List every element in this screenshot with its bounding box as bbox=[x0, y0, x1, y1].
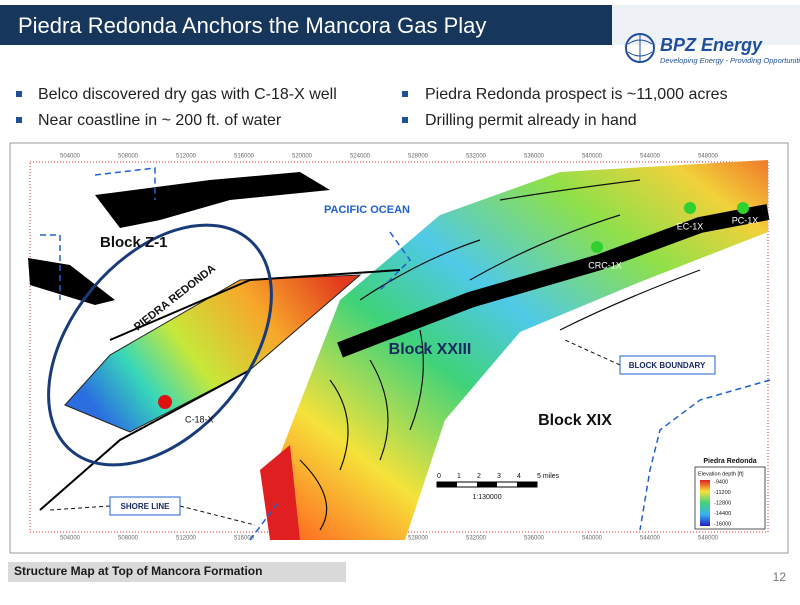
legend-title: Piedra Redonda bbox=[703, 458, 756, 465]
bullets: Belco discovered dry gas with C-18-X wel… bbox=[16, 86, 728, 129]
axis-label: 544000 bbox=[640, 536, 661, 542]
callout-arrow bbox=[49, 339, 621, 526]
axis-label: 536000 bbox=[524, 154, 545, 160]
caption-bar bbox=[8, 562, 346, 582]
bullet-text: Drilling permit already in hand bbox=[425, 112, 637, 129]
callout-box bbox=[109, 496, 181, 516]
map-label: Block Z-1 bbox=[100, 234, 168, 251]
axis-label: 512000 bbox=[176, 536, 197, 542]
bullet bbox=[16, 117, 22, 123]
axis-label: 508000 bbox=[118, 536, 139, 542]
faults bbox=[299, 179, 701, 531]
map-label: PACIFIC OCEAN bbox=[324, 204, 410, 216]
axis-label: 532000 bbox=[466, 154, 487, 160]
scale-label: 5 miles bbox=[537, 473, 560, 480]
axis-label: 508000 bbox=[118, 154, 139, 160]
map-label: PC-1X bbox=[732, 215, 759, 225]
scale-ratio: 1:130000 bbox=[472, 494, 501, 501]
well-dot bbox=[158, 395, 172, 409]
axis-label: 540000 bbox=[582, 154, 603, 160]
bullet bbox=[402, 91, 408, 97]
scale-label: 1 bbox=[457, 473, 461, 480]
legend-colorbar bbox=[700, 480, 710, 526]
map-label: Block XIX bbox=[538, 412, 612, 429]
black-shape bbox=[95, 172, 330, 228]
logo-lines bbox=[627, 34, 653, 62]
fault bbox=[109, 269, 401, 341]
title-bar-fade bbox=[612, 5, 800, 45]
legend-labels: -9400 -11200 -12800 -14400 -16000 bbox=[714, 479, 731, 527]
slide-title: Piedra Redonda Anchors the Mancora Gas P… bbox=[18, 13, 486, 38]
map-label: CRC-1X bbox=[588, 260, 622, 270]
axis-label: 528000 bbox=[408, 536, 429, 542]
legend-label: -14400 bbox=[714, 511, 731, 517]
fault-zone bbox=[337, 204, 770, 358]
axis-label: 516000 bbox=[234, 536, 255, 542]
scale-label: 2 bbox=[477, 473, 481, 480]
logo-name: BPZ Energy bbox=[660, 35, 763, 55]
axis-label: 548000 bbox=[698, 154, 719, 160]
legend-label: -12800 bbox=[714, 500, 731, 506]
well-dot bbox=[684, 202, 696, 214]
bullet-text: Near coastline in ~ 200 ft. of water bbox=[38, 112, 282, 129]
scale-label: 4 bbox=[517, 473, 521, 480]
red-patch bbox=[260, 445, 300, 540]
scale-bar-fill bbox=[437, 482, 537, 487]
bullet bbox=[402, 117, 408, 123]
scale-label: 3 bbox=[497, 473, 501, 480]
axis-label: 520000 bbox=[292, 154, 313, 160]
structure-band bbox=[270, 160, 768, 540]
axis-label: 504000 bbox=[60, 154, 81, 160]
scale-labels: 0 1 2 3 4 5 miles bbox=[437, 473, 560, 480]
prospect-area bbox=[64, 274, 362, 433]
map-label: Block XXIII bbox=[389, 341, 472, 358]
map-label: EC-1X bbox=[677, 221, 704, 231]
axis-label: 540000 bbox=[582, 536, 603, 542]
legend-label: -16000 bbox=[714, 521, 731, 527]
legend-label: -9400 bbox=[714, 479, 728, 485]
legend-label: -11200 bbox=[714, 490, 731, 496]
black-shape bbox=[28, 258, 115, 305]
axis-label: 512000 bbox=[176, 154, 197, 160]
bullet-text: Piedra Redonda prospect is ~11,000 acres bbox=[425, 86, 728, 103]
title-bar bbox=[0, 5, 612, 45]
prospect-ellipse bbox=[47, 223, 273, 467]
legend-subtitle: Elevation depth [ft] bbox=[698, 471, 744, 477]
axis-label: 548000 bbox=[698, 536, 719, 542]
bullet bbox=[16, 91, 22, 97]
axis-label: 536000 bbox=[524, 536, 545, 542]
well-dot bbox=[591, 241, 603, 253]
axis-label: 516000 bbox=[234, 154, 255, 160]
caption: Structure Map at Top of Mancora Formatio… bbox=[14, 564, 262, 578]
axis-label: 524000 bbox=[350, 154, 371, 160]
axis-label: 528000 bbox=[408, 154, 429, 160]
callout-text: BLOCK BOUNDARY bbox=[629, 361, 706, 370]
scale-label: 0 bbox=[437, 473, 441, 480]
axis-label: 532000 bbox=[466, 536, 487, 542]
map-label: C-18-X bbox=[185, 414, 214, 424]
block-boundaries bbox=[40, 167, 771, 541]
bullet-text: Belco discovered dry gas with C-18-X wel… bbox=[38, 86, 337, 103]
callout-box bbox=[619, 355, 716, 375]
shoreline bbox=[39, 369, 251, 511]
callout-text: SHORE LINE bbox=[121, 502, 171, 511]
axis-label: 504000 bbox=[60, 536, 81, 542]
axis-label: 544000 bbox=[640, 154, 661, 160]
logo-tagline: Developing Energy - Providing Opportunit… bbox=[660, 56, 800, 65]
well-dot bbox=[737, 202, 749, 214]
axis-labels: 504000 504000 508000 508000 512000 512000 5160… bbox=[60, 154, 719, 542]
page-number: 12 bbox=[773, 570, 787, 584]
